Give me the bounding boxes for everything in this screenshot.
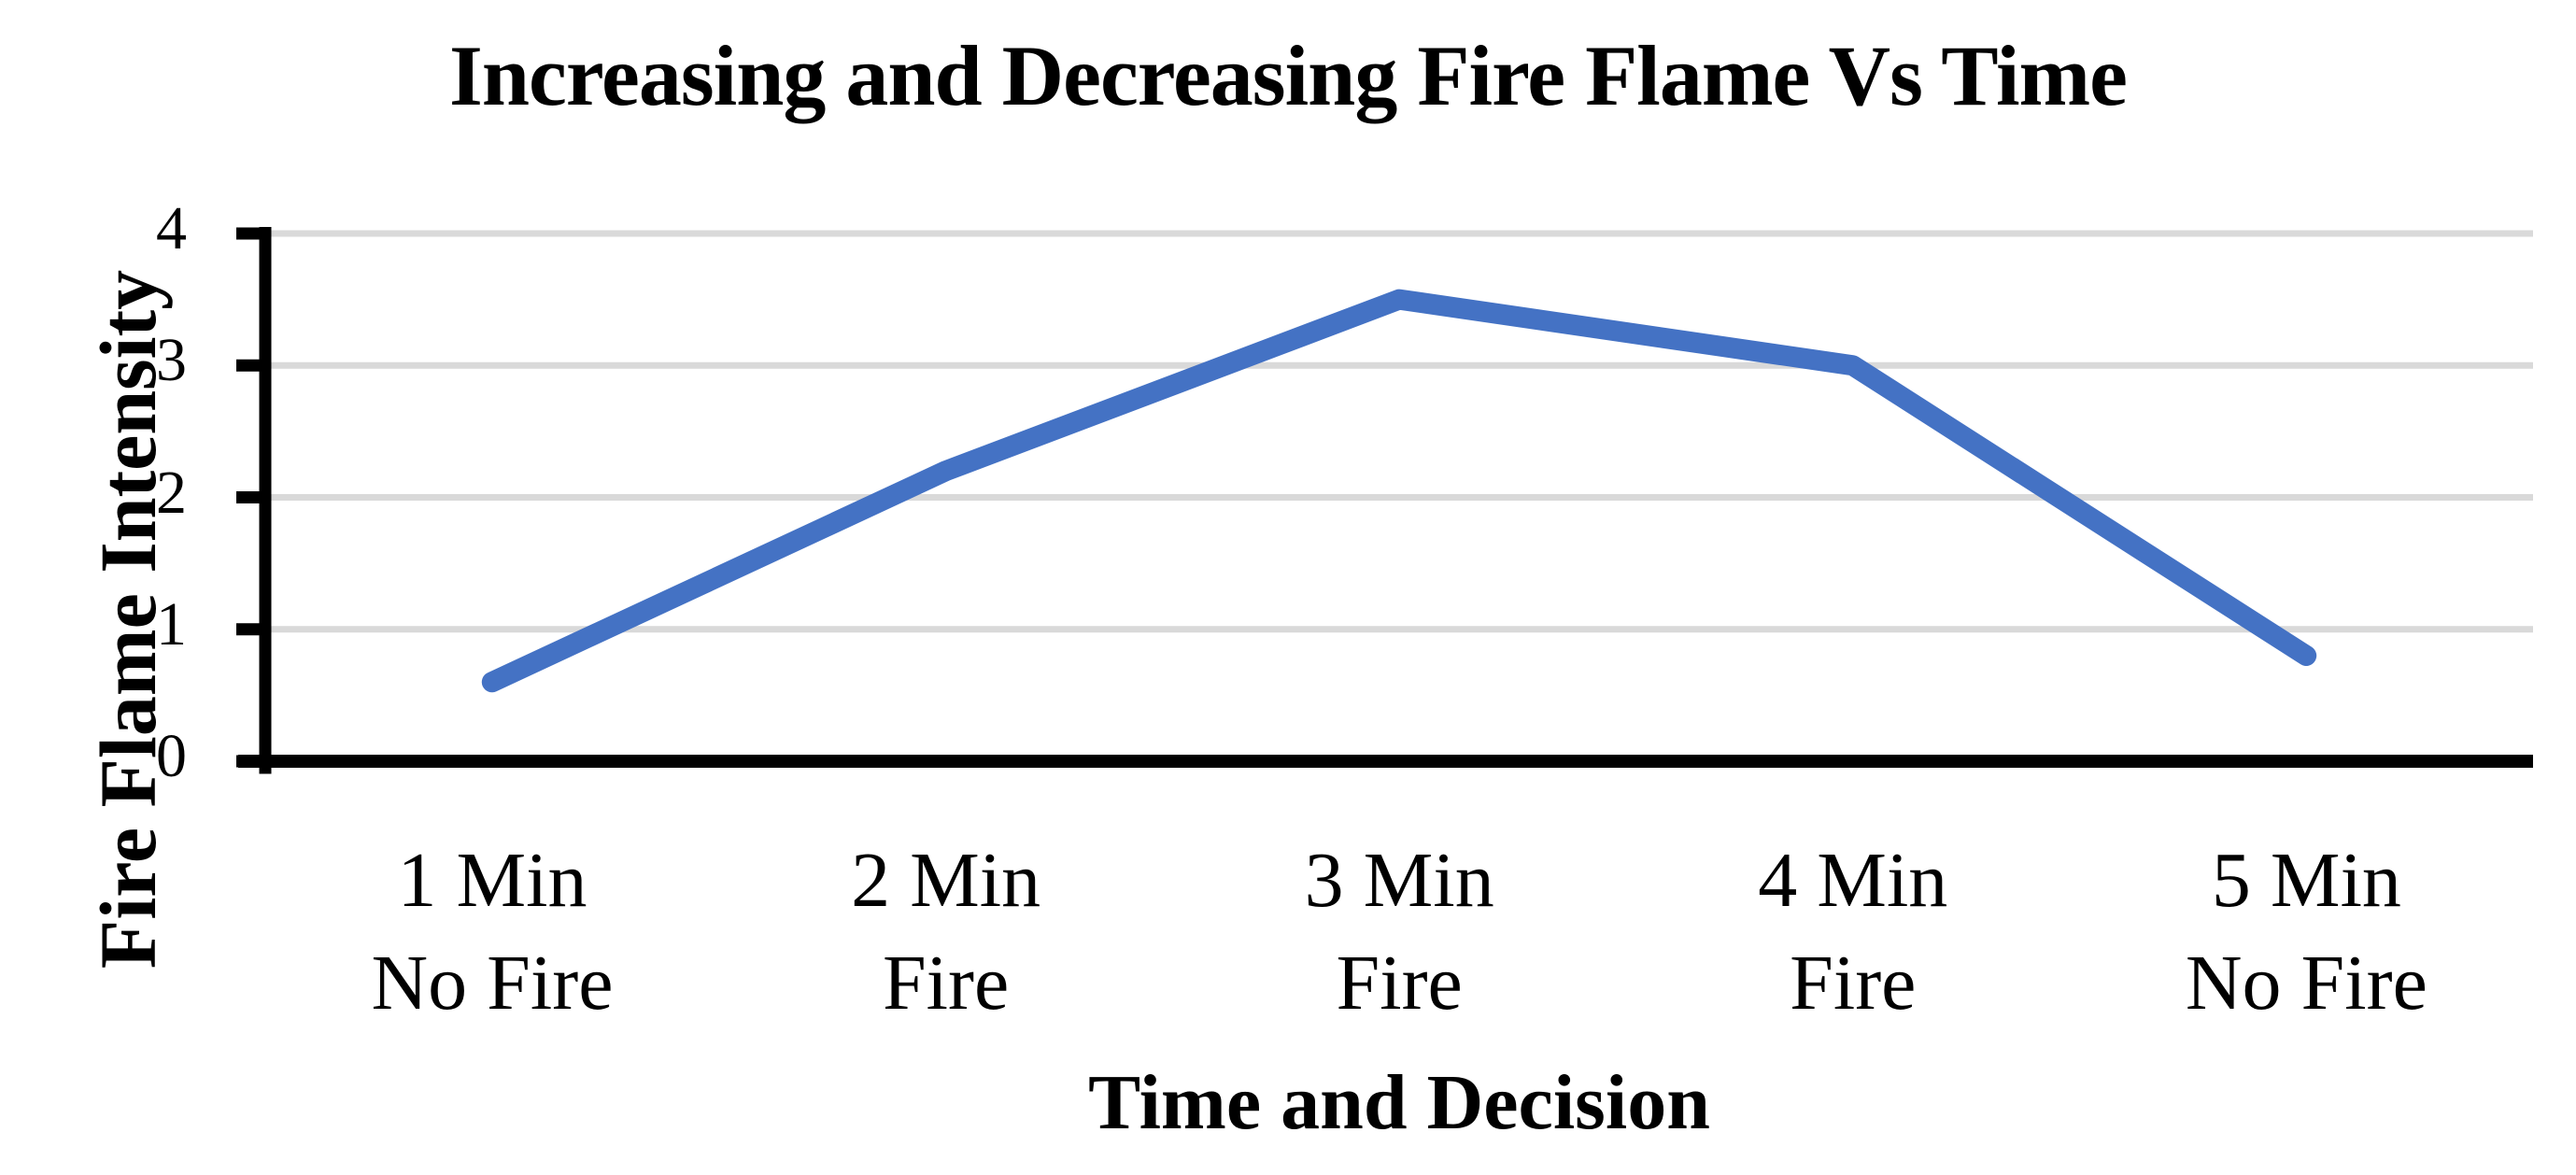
x-axis-line (238, 755, 2533, 768)
x-tick-label-2: 2 Min Fire (719, 829, 1173, 1035)
x-tick-label-5-line-2: No Fire (2185, 940, 2427, 1026)
x-tick-label-2-line-1: 2 Min (851, 837, 1041, 924)
y-tick-label-4: 4 (156, 194, 187, 262)
x-tick-label-3: 3 Min Fire (1172, 829, 1626, 1035)
x-tick-label-1-line-1: 1 Min (397, 837, 587, 924)
gridline-y-1 (265, 626, 2533, 633)
y-tick-label-0: 0 (156, 722, 187, 790)
gridline-y-4 (265, 230, 2533, 237)
y-axis-line (259, 227, 272, 774)
y-tick-mark-1 (236, 623, 265, 636)
x-tick-label-3-line-2: Fire (1336, 940, 1463, 1026)
x-tick-label-4-line-1: 4 Min (1758, 837, 1948, 924)
x-tick-label-5: 5 Min No Fire (2079, 829, 2533, 1035)
data-line-series (481, 289, 2317, 693)
x-tick-label-1-line-2: No Fire (371, 940, 614, 1026)
gridline-y-3 (265, 361, 2533, 369)
chart-title: Increasing and Decreasing Fire Flame Vs … (449, 28, 2128, 123)
x-tick-label-3-line-1: 3 Min (1304, 837, 1494, 924)
x-tick-label-5-line-1: 5 Min (2211, 837, 2401, 924)
x-axis-title: Time and Decision (1088, 1059, 1710, 1146)
y-tick-mark-3 (236, 359, 265, 372)
y-tick-label-2: 2 (156, 458, 187, 527)
y-tick-mark-4 (236, 227, 265, 240)
x-tick-label-1: 1 Min No Fire (265, 829, 719, 1035)
y-tick-label-1: 1 (156, 589, 187, 658)
x-tick-label-2-line-2: Fire (882, 940, 1010, 1026)
y-tick-label-3: 3 (156, 326, 187, 395)
x-tick-label-4: 4 Min Fire (1626, 829, 2080, 1035)
x-tick-label-4-line-2: Fire (1790, 940, 1917, 1026)
gridline-y-2 (265, 494, 2533, 501)
y-tick-mark-2 (236, 491, 265, 503)
